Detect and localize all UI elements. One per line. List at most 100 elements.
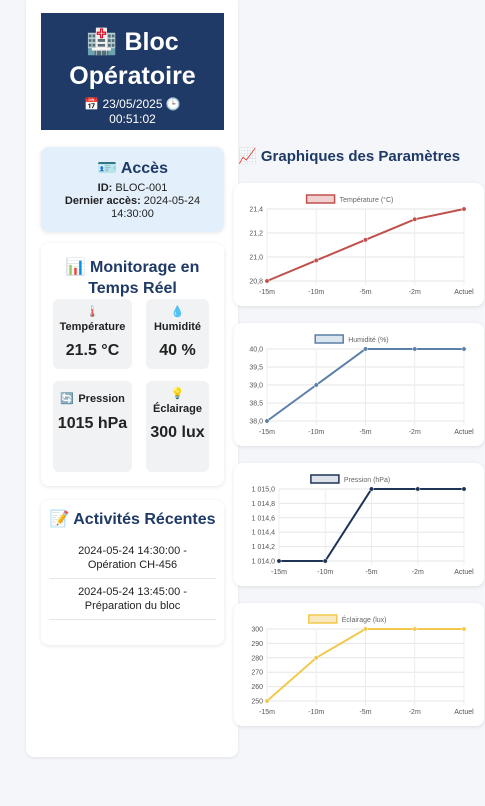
y-tick-label: 1 014,8 [252,501,275,508]
data-point [461,346,467,352]
data-point [461,206,467,212]
y-tick-label: 21,4 [249,207,263,214]
chart-increasing-icon: 📈 [238,148,257,165]
graphs-title-text: Graphiques des Paramètres [260,148,461,165]
y-tick-label: 21,0 [249,255,263,262]
y-tick-label: 1 014,0 [252,559,275,566]
x-tick-label: -15m [259,429,275,436]
tile-temperature: 🌡️ Température 21.5 °C [53,299,132,369]
id-card-icon: 🪪 [97,160,117,177]
acces-title-text: Accès [120,160,168,177]
current-time: 00:51:02 [109,112,156,126]
x-tick-label: Actuel [454,289,474,296]
acces-id-value: BLOC-001 [115,182,168,194]
chart-lighting-svg: Éclairage (lux) 300 290 280 270 260 250 -15m -10… [251,614,474,716]
tile-value: 300 lux [150,424,205,441]
chart-lighting: Éclairage (lux) 300 290 280 270 260 250 -15m -10… [234,603,484,726]
data-point [264,698,270,704]
refresh-icon: 🔄 [60,393,74,405]
data-point [363,346,368,352]
x-tick-label: -2m [409,709,421,716]
y-tick-label: 39,0 [249,383,263,390]
bar-chart-icon: 📊 [65,259,86,276]
y-tick-label: 1 014,2 [252,544,275,551]
chart-pressure: Pression (hPa) 1 015,0 1 014,8 1 014,6 1 014… [234,463,484,586]
clock-icon: 🕒 [165,97,181,111]
thermometer-icon: 🌡️ [85,306,100,318]
data-point [412,626,418,632]
tile-value: 21.5 °C [65,342,120,359]
y-tick-label: 270 [251,670,263,677]
x-tick-label: -2m [409,289,421,296]
data-point [276,558,282,564]
data-point [363,237,368,243]
tile-value: 40 % [159,342,196,359]
tile-label: Éclairage [153,403,202,415]
tile-pressure: 🔄 Pression 1015 hPa [53,381,132,472]
activity-time: 2024-05-24 13:45:00 - [78,586,187,598]
activity-time: 2024-05-24 14:30:00 - [78,545,187,557]
y-tick-label: 280 [251,655,263,662]
x-tick-label: -5m [365,569,377,576]
current-date: 23/05/2025 [102,97,163,111]
y-tick-label: 21,2 [249,231,263,238]
tile-label: Température [59,321,126,333]
tile-value: 1015 hPa [57,415,128,432]
legend-swatch [314,334,344,344]
acces-id-label: ID: [97,182,113,194]
y-tick-label: 1 015,0 [252,487,275,494]
tile-label: Humidité [153,321,202,333]
x-tick-label: -10m [317,569,333,576]
data-point [412,346,418,352]
activities-title-text: Activités Récentes [73,511,216,528]
y-tick-label: 40,0 [249,347,263,354]
data-point [322,558,328,564]
tile-header: 🔄 Pression [53,389,132,407]
x-tick-label: -5m [359,289,371,296]
y-tick-label: 20,8 [249,279,263,286]
x-tick-label: Actuel [454,709,474,716]
chart-temperature-svg: Température (°C) 21,4 21,2 21,0 20,8 -15m -10m… [249,194,474,296]
data-point [415,486,421,492]
acces-id: ID: BLOC-001 [41,182,224,195]
activities-title: 📝 Activités Récentes [41,509,224,530]
x-tick-label: -10m [308,289,324,296]
list-item: 2024-05-24 14:30:00 - Opération CH-456 [49,538,216,579]
legend-label: Humidité (%) [348,337,388,344]
chart-humidity: Humidité (%) 40,0 39,5 39,0 38,5 38,0 -15m -10m… [234,323,484,446]
y-tick-label: 1 014,4 [252,530,275,537]
title-line2: Opératoire [69,62,196,90]
data-point [313,257,319,263]
legend-swatch [305,194,336,204]
monitoring-title: 📊 Monitorage en Temps Réel [41,257,224,299]
droplet-icon: 💧 [170,306,185,318]
x-tick-label: -10m [308,709,324,716]
data-point [412,216,418,222]
x-tick-label: -2m [409,429,421,436]
data-point [313,655,319,661]
page-title: 🏥 Bloc Opératoire [41,25,224,93]
x-tick-label: -2m [412,569,424,576]
activity-desc: Préparation du bloc [84,600,181,612]
acces-last-label: Dernier accès: [64,195,141,207]
x-tick-label: Actuel [454,569,474,576]
y-tick-label: 260 [251,684,263,691]
tile-lighting: 💡 Éclairage 300 lux [146,381,209,472]
y-tick-label: 250 [251,699,263,706]
hospital-icon: 🏥 [86,28,118,56]
legend-label: Éclairage (lux) [342,615,387,624]
x-tick-label: -10m [308,429,324,436]
x-tick-label: -15m [259,709,275,716]
tile-label: Pression [78,393,125,405]
title-line1: Bloc [124,28,179,56]
chart-humidity-svg: Humidité (%) 40,0 39,5 39,0 38,5 38,0 -15m -10m… [249,334,474,436]
chart-pressure-svg: Pression (hPa) 1 015,0 1 014,8 1 014,6 1 014… [252,474,474,576]
y-tick-label: 1 014,6 [252,515,275,522]
chart-temperature: Température (°C) 21,4 21,2 21,0 20,8 -15m -10m… [234,183,484,306]
data-point [461,486,467,492]
acces-title: 🪪 Accès [41,158,224,178]
y-tick-label: 290 [251,641,263,648]
data-point [264,418,270,424]
acces-card: 🪪 Accès ID: BLOC-001 Dernier accès: 2024… [41,147,224,232]
data-point [264,278,270,284]
